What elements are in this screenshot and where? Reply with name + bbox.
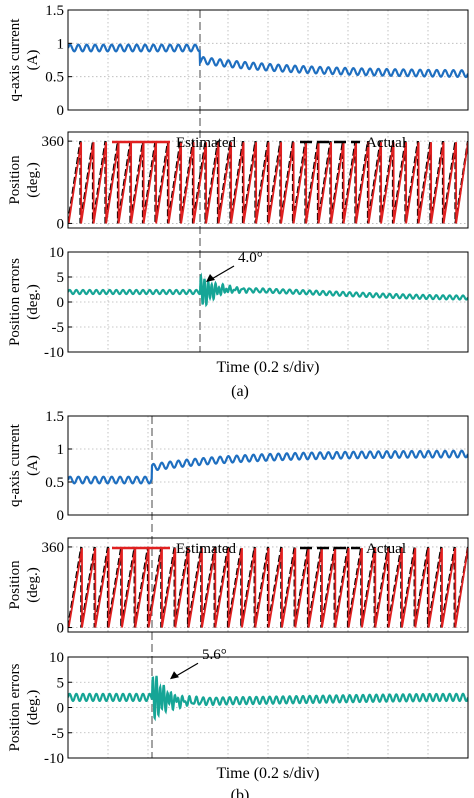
axes-frame	[67, 415, 469, 516]
subplot-1-2: -10 -5 0 5 10 Position errors (deg.) 5.6°	[7, 647, 469, 767]
subplot-0-1: 0 360 Position (deg.) Estimated Actual	[7, 131, 469, 232]
y-tick-label: -10	[44, 345, 64, 361]
annotation-arrowhead	[206, 274, 215, 282]
x-axis-label: Time (0.2 s/div)	[217, 359, 320, 376]
y-tick-label: 10	[49, 245, 64, 261]
y-axis-label: Position errors	[7, 258, 23, 346]
annotation-arrow	[173, 662, 199, 678]
legend-label: Actual	[366, 541, 406, 557]
y-tick-label: 1	[57, 442, 65, 458]
y-tick-label: 0.5	[45, 475, 64, 491]
series-current-line	[68, 43, 468, 79]
subplot-0-0: 0 0.5 1 1.5 q-axis current (A)	[7, 3, 469, 119]
series-estimated-line	[68, 547, 468, 628]
annotation-label: 4.0°	[238, 250, 263, 266]
legend-label: Actual	[366, 135, 406, 151]
axes-frame	[67, 131, 469, 229]
annotation-arrow	[209, 265, 235, 281]
panel-caption: (b)	[231, 787, 250, 798]
axes-frame	[67, 537, 469, 633]
y-tick-label: 0	[57, 103, 65, 119]
y-tick-label: -10	[44, 751, 64, 767]
subplot-0-2: -10 -5 0 5 10 Position errors (deg.) 4.0°	[7, 245, 469, 361]
y-tick-label: 360	[42, 540, 65, 556]
y-tick-label: 0	[57, 295, 65, 311]
series-current-line	[68, 449, 468, 485]
y-axis-label: (A)	[25, 455, 41, 476]
y-tick-label: 0	[57, 701, 65, 717]
y-tick-label: 1.5	[45, 409, 64, 425]
y-tick-label: -5	[52, 726, 65, 742]
series-group	[68, 140, 468, 224]
y-axis-label: (deg.)	[25, 567, 41, 602]
y-tick-label: 1	[57, 36, 65, 52]
y-tick-label: 360	[42, 134, 65, 150]
panel-b: Time (0.2 s/div) (b)	[151, 416, 320, 798]
series-group	[68, 675, 468, 722]
y-axis-label: (deg.)	[25, 690, 41, 725]
y-axis-label: Position	[7, 155, 23, 205]
panel-caption: (a)	[231, 383, 249, 400]
x-axis-label: Time (0.2 s/div)	[217, 765, 320, 782]
series-group	[68, 546, 468, 628]
y-tick-label: 0.5	[45, 70, 64, 86]
subplot-1-1: 0 360 Position (deg.) Estimated Actual	[7, 537, 469, 637]
y-axis-label: (A)	[25, 50, 41, 71]
y-axis-label: Position	[7, 560, 23, 610]
annotation-arrowhead	[170, 671, 179, 680]
series-estimated-line	[68, 142, 468, 224]
y-tick-label: -5	[52, 320, 65, 336]
y-axis-label: (deg.)	[25, 162, 41, 197]
y-tick-label: 0	[57, 508, 65, 524]
y-axis-label: q-axis current	[7, 423, 23, 507]
y-axis-label: Position errors	[7, 663, 23, 751]
subplot-1-0: 0 0.5 1 1.5 q-axis current (A)	[7, 409, 469, 524]
y-axis-label: (deg.)	[25, 284, 41, 319]
y-tick-label: 0	[57, 621, 65, 637]
series-error-line	[68, 272, 468, 308]
legend-label: Estimated	[176, 135, 236, 151]
series-group	[68, 272, 468, 308]
series-error-line	[68, 675, 468, 722]
y-tick-label: 5	[57, 675, 65, 691]
annotation-label: 5.6°	[202, 647, 227, 663]
y-tick-label: 10	[49, 650, 64, 666]
y-tick-label: 5	[57, 270, 65, 286]
y-axis-label: q-axis current	[7, 18, 23, 102]
axes-frame	[67, 9, 469, 111]
y-tick-label: 0	[57, 216, 65, 232]
y-tick-label: 1.5	[45, 3, 64, 19]
legend-label: Estimated	[176, 541, 236, 557]
series-group	[68, 43, 468, 79]
series-group	[68, 449, 468, 485]
